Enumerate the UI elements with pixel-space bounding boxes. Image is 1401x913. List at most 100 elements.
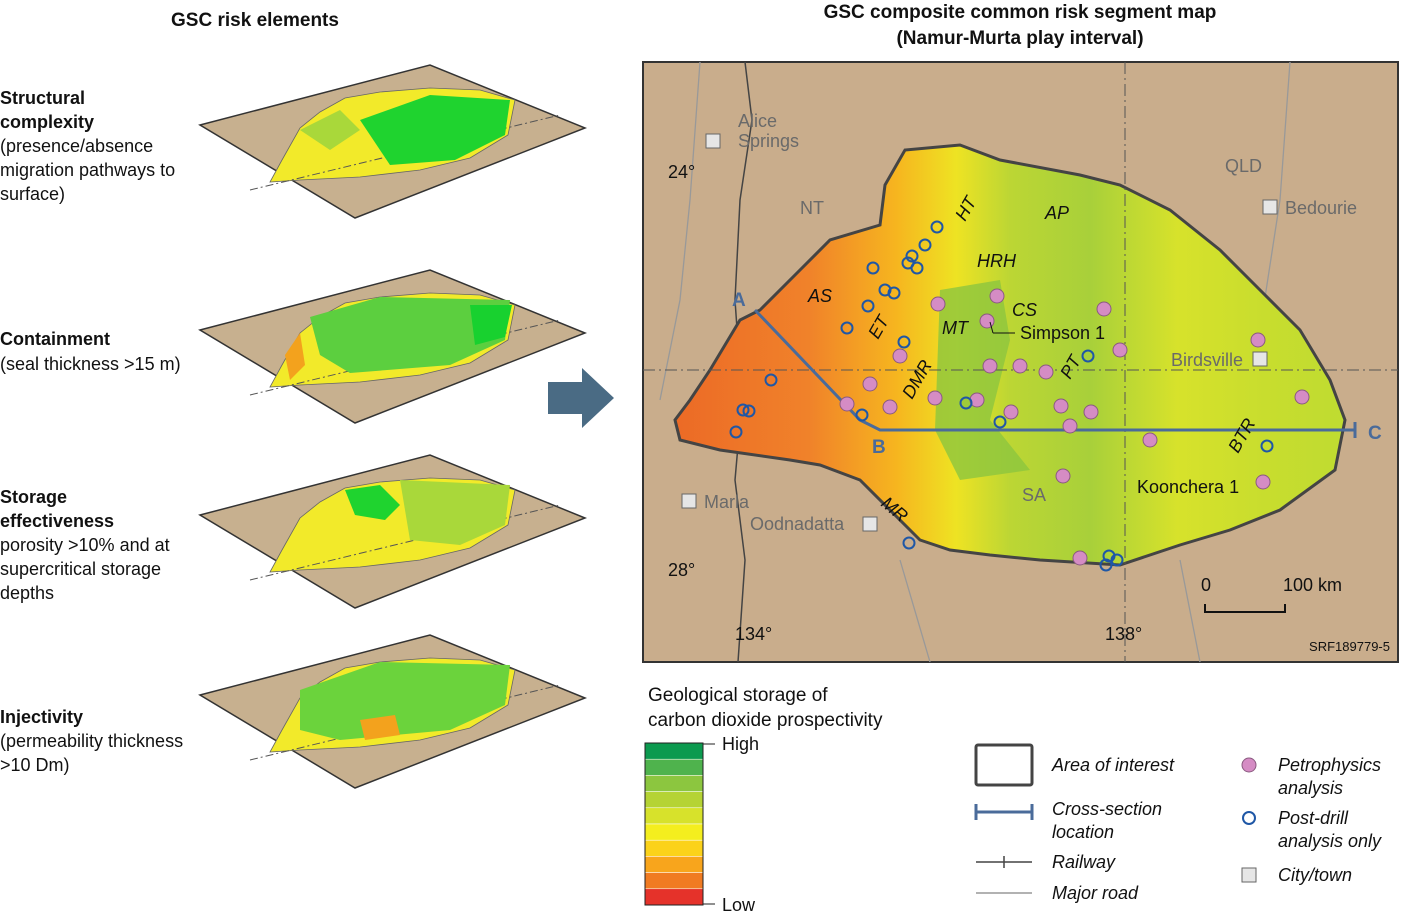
petrophysics-well — [1255, 474, 1271, 490]
petrophysics-well — [1142, 432, 1158, 448]
green-zone — [300, 110, 360, 150]
postdrill-well — [959, 396, 973, 410]
legend-label: analysis only — [1278, 831, 1382, 851]
ramp-low: Low — [722, 895, 756, 913]
petrophysics-well — [930, 296, 946, 312]
orange-zone — [285, 333, 305, 380]
petrophysics-well — [1112, 342, 1128, 358]
feature-label: CS — [1012, 300, 1037, 320]
town-label: Birdsville — [1171, 350, 1243, 370]
element-title: Structural — [0, 88, 85, 108]
arrow — [548, 368, 614, 428]
map — [642, 61, 1399, 663]
element-description: migration pathways to — [0, 160, 175, 180]
town-label: Marla — [704, 492, 750, 512]
element-description: surface) — [0, 184, 65, 204]
latitude-label: 28° — [668, 560, 695, 580]
green-zone — [310, 297, 510, 373]
left-title: GSC risk elements — [171, 10, 339, 31]
petrophysics-well — [862, 376, 878, 392]
area-of-interest — [673, 143, 1347, 567]
legend-title: Geological storage of — [648, 685, 828, 706]
ramp-swatch — [644, 888, 704, 906]
feature-label: MT — [942, 318, 970, 338]
risk-panels — [199, 64, 586, 789]
element-description: porosity >10% and at — [0, 535, 170, 555]
town-marker — [705, 133, 721, 149]
feature-label: AP — [1044, 203, 1069, 223]
petrophysics-well — [982, 358, 998, 374]
element-title: Containment — [0, 329, 110, 349]
petrophysics-well — [839, 396, 855, 412]
ramp-swatch — [644, 856, 704, 873]
cross-section — [753, 308, 1355, 432]
scale-bar — [1204, 604, 1286, 613]
section-label: B — [872, 437, 886, 458]
postdrill-well — [897, 335, 911, 349]
leader — [989, 321, 994, 334]
green-zone — [300, 662, 510, 740]
feature-label: HRH — [977, 251, 1017, 271]
ramp-border — [644, 742, 704, 906]
legend-label: Petrophysics — [1278, 755, 1381, 775]
legend-railway — [976, 856, 1032, 868]
element-title: complexity — [0, 112, 94, 132]
legend-aoi — [974, 743, 1034, 787]
petrophysics-well — [1038, 364, 1054, 380]
well-label: Simpson 1 — [1020, 323, 1105, 343]
postdrill-well — [902, 536, 916, 550]
petrophysics-well — [1294, 389, 1310, 405]
legend-label: Major road — [1052, 883, 1139, 903]
section-label: C — [1368, 423, 1382, 444]
legend-label: Railway — [1052, 852, 1116, 872]
ramp-swatch — [644, 775, 704, 792]
petrophysics-well — [1003, 404, 1019, 420]
legend-label: Cross-section — [1052, 799, 1162, 819]
ramp-swatch — [644, 758, 704, 776]
figure-id: SRF189779-5 — [1309, 639, 1390, 654]
road — [659, 61, 1291, 663]
town-marker — [681, 493, 697, 509]
postdrill-well — [905, 249, 919, 263]
postdrill-well — [910, 261, 924, 275]
postdrill-well — [840, 321, 854, 335]
legend-postdrill — [1242, 811, 1256, 825]
green-zone — [360, 95, 510, 165]
element-description: depths — [0, 583, 54, 603]
petrophysics-well — [1083, 404, 1099, 420]
town-label: Bedourie — [1285, 198, 1357, 218]
element-description: (permeability thickness — [0, 731, 183, 751]
state-label: SA — [1022, 485, 1046, 505]
longitude-label: 138° — [1105, 624, 1142, 644]
town-label: Alice — [738, 111, 777, 131]
well-label: Koonchera 1 — [1137, 477, 1239, 497]
postdrill-well — [764, 373, 778, 387]
legend-label: Area of interest — [1051, 755, 1175, 775]
town-label: Oodnadatta — [750, 514, 845, 534]
element-title: Injectivity — [0, 707, 83, 727]
feature-label: AS — [807, 286, 832, 306]
ramp-swatch — [644, 839, 704, 857]
element-description: supercritical storage — [0, 559, 161, 579]
longitude-label: 134° — [735, 624, 772, 644]
section-label: A — [732, 290, 746, 311]
ramp-high: High — [722, 734, 759, 754]
scale-label: 100 km — [1283, 575, 1342, 595]
petrophysics-well — [1062, 418, 1078, 434]
ramp-swatch — [644, 791, 704, 809]
element-title: Storage — [0, 487, 67, 507]
postdrill-well — [918, 238, 932, 252]
postdrill-well — [742, 404, 756, 418]
postdrill-well — [1110, 553, 1124, 567]
element-description: >10 Dm) — [0, 755, 70, 775]
postdrill-well — [866, 261, 880, 275]
green-zone — [345, 485, 400, 520]
element-title: effectiveness — [0, 511, 114, 531]
petrophysics-well — [989, 288, 1005, 304]
postdrill-well — [878, 283, 892, 297]
map-title: GSC composite common risk segment map — [824, 2, 1217, 23]
postdrill-well — [729, 425, 743, 439]
town-marker — [862, 516, 878, 532]
petrophysics-well — [979, 313, 995, 329]
legend-town — [1241, 867, 1257, 883]
